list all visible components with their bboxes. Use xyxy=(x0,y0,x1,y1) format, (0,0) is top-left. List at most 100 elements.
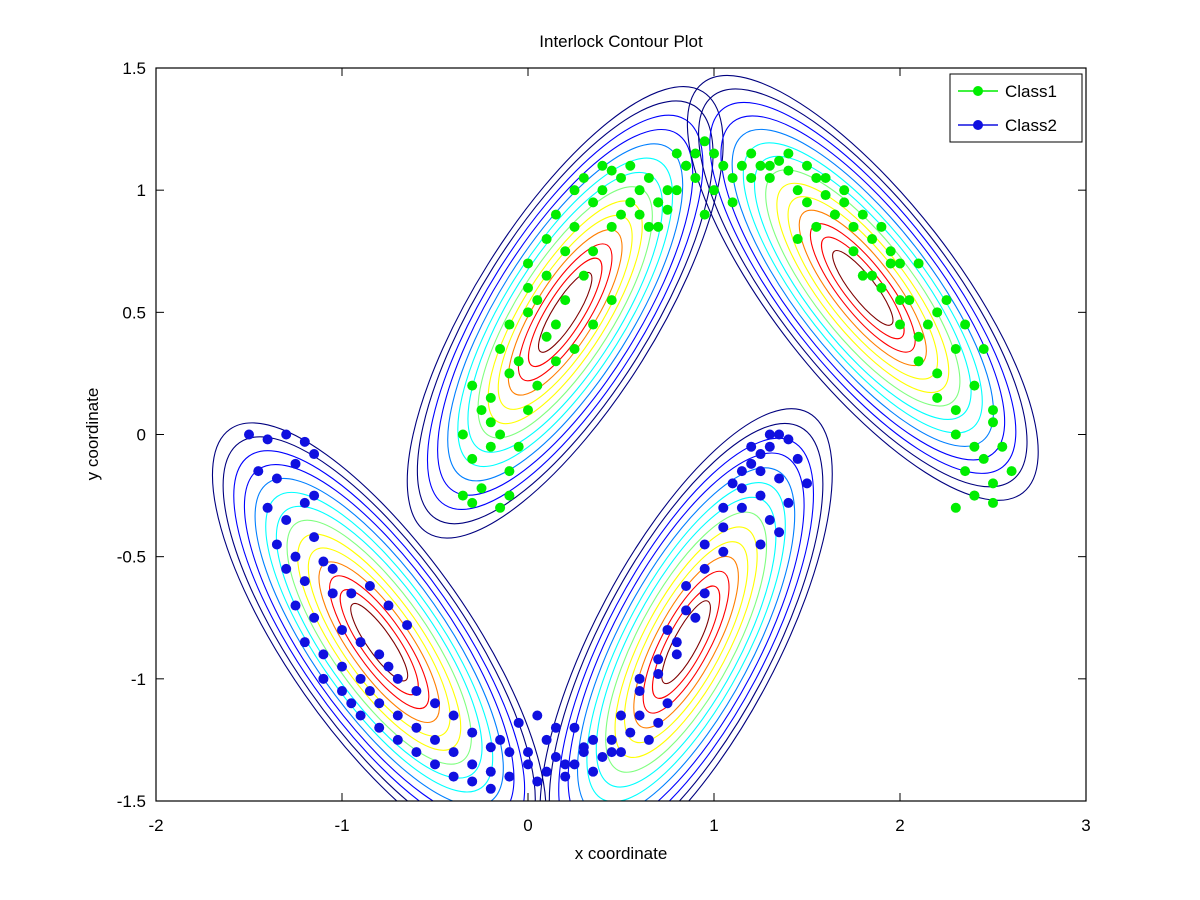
point-class1 xyxy=(746,172,757,183)
point-class1 xyxy=(895,258,905,269)
point-class2 xyxy=(755,539,766,550)
contour-line xyxy=(776,182,950,394)
point-class2 xyxy=(355,637,366,648)
point-class2 xyxy=(569,722,580,733)
contour-line xyxy=(720,115,1006,461)
contour-line xyxy=(329,575,430,710)
point-class2 xyxy=(318,649,329,660)
point-class2 xyxy=(309,612,320,623)
contour-line xyxy=(742,142,983,434)
point-class1 xyxy=(941,295,952,306)
point-class1 xyxy=(988,478,998,489)
point-class1 xyxy=(550,319,561,330)
point-class2 xyxy=(699,563,710,574)
point-class2 xyxy=(374,722,385,733)
point-class2 xyxy=(541,734,552,745)
point-class2 xyxy=(309,490,320,501)
point-class1 xyxy=(550,209,561,220)
point-class1 xyxy=(764,172,775,183)
contour-line xyxy=(798,209,927,367)
point-class1 xyxy=(811,221,822,232)
point-class1 xyxy=(523,258,533,269)
point-class1 xyxy=(560,246,571,257)
point-class1 xyxy=(904,295,915,306)
point-class1 xyxy=(988,417,998,428)
point-class1 xyxy=(495,343,506,354)
point-class2 xyxy=(764,515,775,526)
contour-line xyxy=(686,74,1039,501)
point-class2 xyxy=(309,449,320,460)
point-class1 xyxy=(457,490,468,501)
point-class1 xyxy=(671,185,682,196)
point-class1 xyxy=(653,197,664,208)
point-class1 xyxy=(597,185,608,196)
point-class1 xyxy=(643,172,654,183)
point-class2 xyxy=(271,539,282,550)
point-class1 xyxy=(588,197,599,208)
y-tick-label: -1 xyxy=(131,670,146,689)
point-class1 xyxy=(532,295,543,306)
point-class1 xyxy=(736,160,747,171)
point-class1 xyxy=(523,282,533,293)
point-class2 xyxy=(430,759,440,770)
point-class2 xyxy=(430,698,440,709)
scatter-points xyxy=(244,136,1017,794)
point-class1 xyxy=(467,497,478,508)
point-class1 xyxy=(485,392,496,403)
point-class2 xyxy=(783,497,794,508)
contour-group xyxy=(539,408,833,801)
point-class2 xyxy=(588,766,599,777)
point-class1 xyxy=(876,221,887,232)
point-class1 xyxy=(913,356,924,367)
point-class1 xyxy=(709,148,719,159)
point-class2 xyxy=(588,734,599,745)
point-class1 xyxy=(857,270,868,281)
contour-line xyxy=(661,600,711,685)
point-class1 xyxy=(625,197,636,208)
point-class1 xyxy=(550,356,561,367)
point-class1 xyxy=(643,221,654,232)
point-class2 xyxy=(541,766,552,777)
point-class1 xyxy=(978,343,989,354)
contour-line xyxy=(558,437,815,801)
point-class1 xyxy=(569,343,580,354)
point-class2 xyxy=(495,734,506,745)
point-class2 xyxy=(271,473,282,484)
point-class2 xyxy=(467,776,478,787)
point-class2 xyxy=(802,478,812,489)
point-class1 xyxy=(513,356,524,367)
point-class1 xyxy=(616,209,626,220)
chart-title: Interlock Contour Plot xyxy=(539,32,703,51)
point-class1 xyxy=(969,380,980,391)
contour-line xyxy=(507,229,623,396)
point-class2 xyxy=(337,686,347,697)
point-class1 xyxy=(774,155,785,166)
point-class2 xyxy=(792,453,803,464)
point-class1 xyxy=(913,258,924,269)
point-class2 xyxy=(299,637,310,648)
point-class2 xyxy=(513,717,524,728)
point-class1 xyxy=(783,165,794,176)
series-class1 xyxy=(457,136,1017,513)
point-class1 xyxy=(513,441,524,452)
contour-line xyxy=(437,128,694,496)
contour-line xyxy=(426,114,704,510)
point-class2 xyxy=(337,661,347,672)
point-class1 xyxy=(476,405,487,416)
point-class2 xyxy=(327,563,338,574)
contour-line xyxy=(567,452,805,801)
point-class2 xyxy=(774,473,785,484)
point-class2 xyxy=(485,783,496,794)
contour-line xyxy=(211,422,547,801)
contour-line xyxy=(623,541,749,744)
x-tick-label: 0 xyxy=(523,816,532,835)
contour-line xyxy=(753,155,972,421)
contour-line xyxy=(731,128,995,447)
point-class2 xyxy=(560,759,571,770)
x-tick-label: -2 xyxy=(148,816,163,835)
point-class1 xyxy=(597,160,608,171)
point-class1 xyxy=(541,270,552,281)
y-tick-label: 1 xyxy=(137,181,146,200)
y-tick-label: 1.5 xyxy=(122,59,146,78)
point-class1 xyxy=(867,234,878,245)
